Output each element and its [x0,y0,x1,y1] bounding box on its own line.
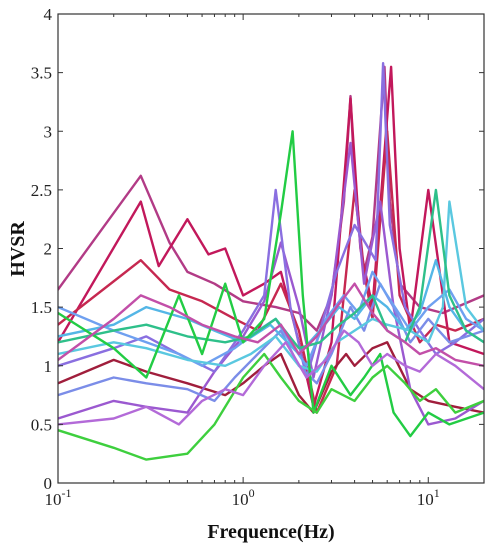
x-tick-label: 100 [232,486,255,509]
series-line-13 [58,352,484,461]
tick-layer: 0 0.5 1 1.5 2 2.5 3 3.5 4 10-1 100 101 [31,5,485,509]
y-tick-label: 3.5 [31,64,52,83]
y-tick-label: 2.5 [31,181,52,200]
x-axis-title: Frequence(Hz) [207,521,334,543]
y-tick-label: 0.5 [31,415,52,434]
y-tick-label: 2 [44,240,53,259]
y-tick-label: 1 [44,357,53,376]
series-line-15 [58,282,484,367]
series-line-12 [58,130,484,438]
y-tick-label: 0 [44,474,53,493]
series-layer [58,62,484,461]
series-line-7 [58,282,484,403]
x-tick-label: 10-1 [45,486,72,509]
y-tick-label: 4 [44,5,53,24]
series-line-14 [58,329,484,426]
y-axis-title: HVSR [7,221,29,277]
y-tick-label: 3 [44,122,53,141]
x-tick-label: 101 [417,486,440,509]
series-line-11 [58,188,484,350]
y-tick-label: 1.5 [31,298,52,317]
